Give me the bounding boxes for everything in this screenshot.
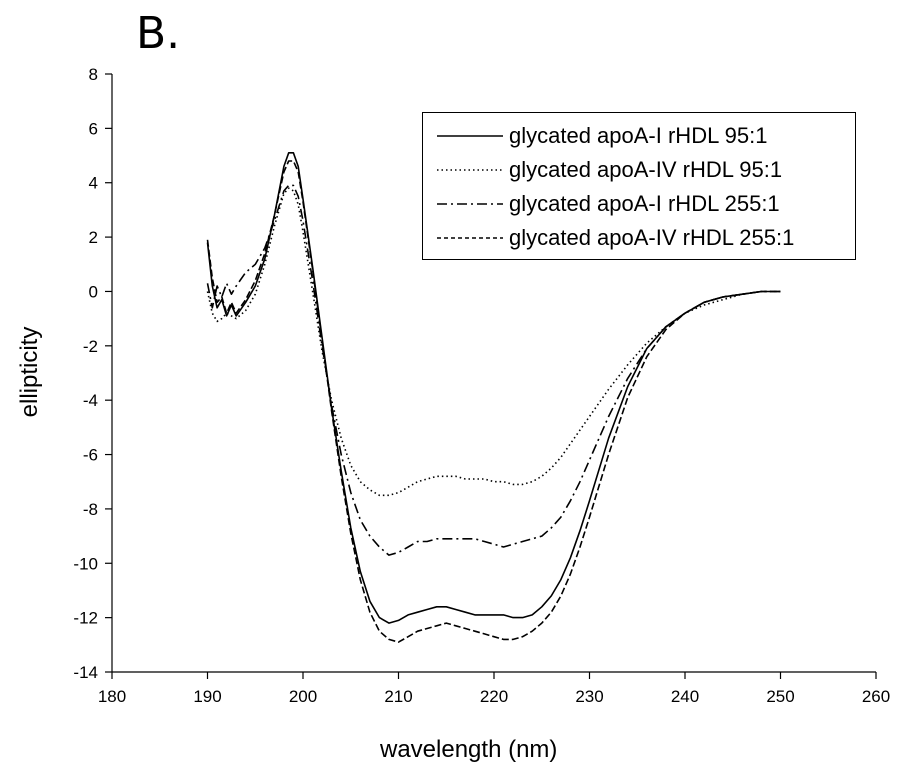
y-tick-label: -14 [73, 663, 98, 682]
x-tick-label: 220 [480, 687, 508, 706]
y-tick-label: 4 [89, 174, 98, 193]
y-tick-label: -10 [73, 554, 98, 573]
series-lines [206, 152, 781, 643]
x-tick-label: 260 [862, 687, 890, 706]
x-tick-label: 230 [575, 687, 603, 706]
series-line-3 [206, 160, 781, 643]
legend-item-0: glycated apoA-I rHDL 95:1 [423, 121, 855, 151]
y-tick-label: 6 [89, 119, 98, 138]
y-axis-label: ellipticity [16, 326, 43, 418]
legend-swatch-0 [437, 135, 503, 137]
y-tick-label: 2 [89, 228, 98, 247]
x-tick-label: 210 [384, 687, 412, 706]
y-tick-label: -8 [83, 500, 98, 519]
legend-swatch-3 [437, 237, 503, 239]
legend-item-2: glycated apoA-I rHDL 255:1 [423, 189, 855, 219]
y-tick-label: -2 [83, 337, 98, 356]
legend-label-3: glycated apoA-IV rHDL 255:1 [509, 225, 795, 250]
x-tick-label: 200 [289, 687, 317, 706]
y-tick-label: -12 [73, 609, 98, 628]
x-tick-label: 250 [766, 687, 794, 706]
legend-swatch-1 [437, 169, 503, 171]
legend-swatch-2 [437, 203, 503, 205]
y-tick-label: 0 [89, 282, 98, 301]
y-tick-label: 8 [89, 65, 98, 84]
legend-item-3: glycated apoA-IV rHDL 255:1 [423, 223, 855, 253]
x-tick-label: 190 [193, 687, 221, 706]
legend-label-1: glycated apoA-IV rHDL 95:1 [509, 157, 783, 182]
x-tick-label: 240 [671, 687, 699, 706]
legend: glycated apoA-I rHDL 95:1 glycated apoA-… [422, 112, 856, 260]
legend-label-0: glycated apoA-I rHDL 95:1 [509, 123, 768, 148]
legend-item-1: glycated apoA-IV rHDL 95:1 [423, 155, 855, 185]
legend-label-2: glycated apoA-I rHDL 255:1 [509, 191, 780, 216]
y-ticks: 8 6 4 2 0 -2 -4 -6 -8 -10 -12 -14 [73, 65, 112, 682]
series-line-2 [206, 184, 781, 556]
y-tick-label: -6 [83, 446, 98, 465]
x-ticks: 180 190 200 210 220 230 240 250 260 [98, 672, 890, 706]
y-tick-label: -4 [83, 391, 98, 410]
panel-label: B. [136, 8, 181, 59]
x-tick-label: 180 [98, 687, 126, 706]
x-axis-label: wavelength (nm) [380, 736, 558, 763]
series-line-0 [206, 152, 781, 624]
